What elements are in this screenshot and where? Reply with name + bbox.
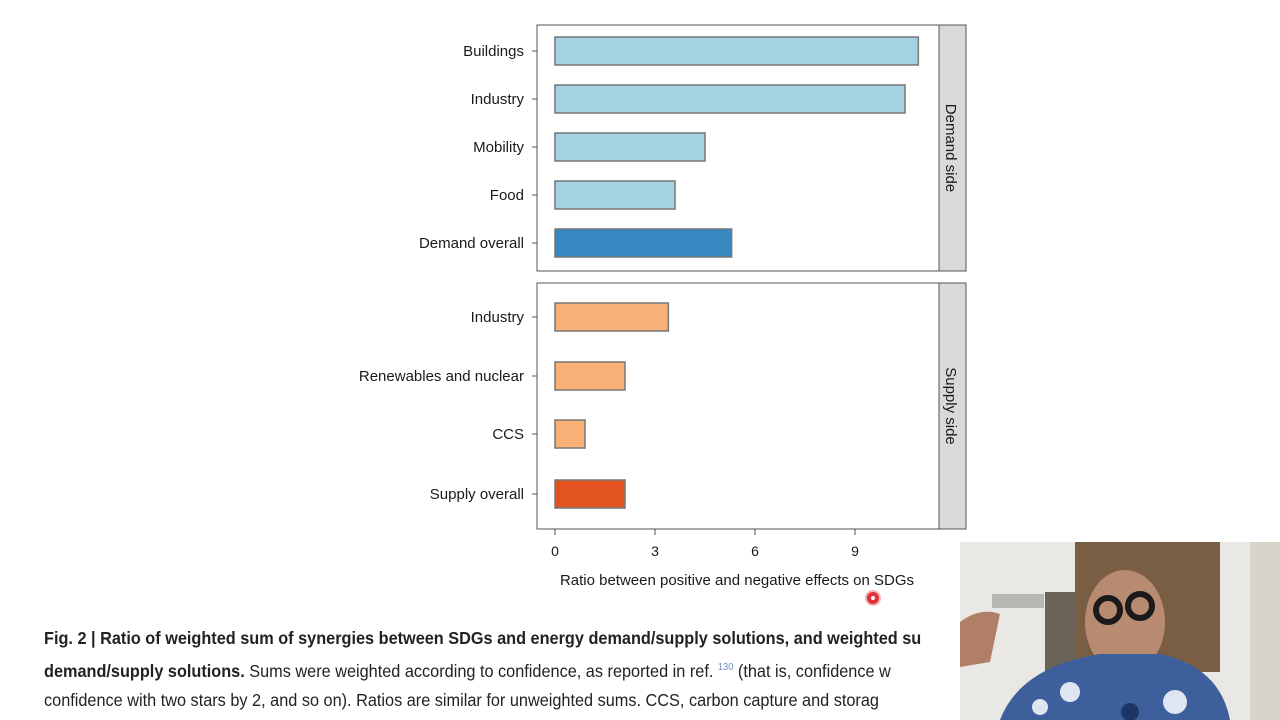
bar-industry	[554, 302, 670, 332]
x-tick-label: 9	[851, 543, 859, 559]
figure-caption: Fig. 2 | Ratio of weighted sum of synerg…	[44, 624, 960, 715]
caption-text-cont: (that is, confidence w	[733, 660, 891, 681]
bar-buildings	[554, 36, 920, 66]
caption-ref[interactable]: 130	[717, 662, 734, 673]
caption-text: Sums were weighted according to confiden…	[244, 660, 718, 681]
x-tick-label: 3	[651, 543, 659, 559]
y-tick-label: Food	[490, 187, 524, 204]
bar-supply-overall	[554, 479, 626, 509]
bar-demand-overall	[554, 228, 733, 258]
x-axis-label: Ratio between positive and negative effe…	[560, 572, 914, 589]
caption-title: Fig. 2 | Ratio of weighted sum of synerg…	[44, 628, 922, 648]
bar-food	[554, 180, 676, 210]
y-tick-label: Supply overall	[430, 486, 524, 503]
y-tick-label: Buildings	[463, 43, 524, 60]
presenter-video-frame	[960, 542, 1280, 720]
bar-chart: Demand side Buildings Industry Mobility Food…	[359, 24, 967, 589]
bar-renewables-and-nuclear	[554, 361, 626, 391]
strip-box	[938, 282, 967, 530]
strip-label: Demand side	[942, 104, 959, 192]
x-tick-label: 6	[751, 543, 759, 559]
y-tick-label: Demand overall	[419, 235, 524, 252]
caption-title-cont: demand/supply solutions.	[44, 660, 245, 681]
x-tick-label: 0	[551, 543, 559, 559]
y-tick-label: Industry	[471, 309, 525, 326]
y-tick-label: CCS	[492, 426, 524, 443]
y-tick-label: Mobility	[473, 139, 524, 156]
bar-mobility	[554, 132, 706, 162]
webcam-video	[960, 542, 1280, 720]
strip-box	[938, 24, 967, 272]
bar-ccs	[554, 419, 586, 449]
strip-label: Supply side	[942, 367, 959, 445]
recording-indicator-icon	[867, 592, 879, 604]
y-tick-label: Industry	[471, 91, 525, 108]
bar-industry	[554, 84, 906, 114]
caption-text-line3: confidence with two stars by 2, and so o…	[44, 689, 879, 710]
y-tick-label: Renewables and nuclear	[359, 368, 524, 385]
